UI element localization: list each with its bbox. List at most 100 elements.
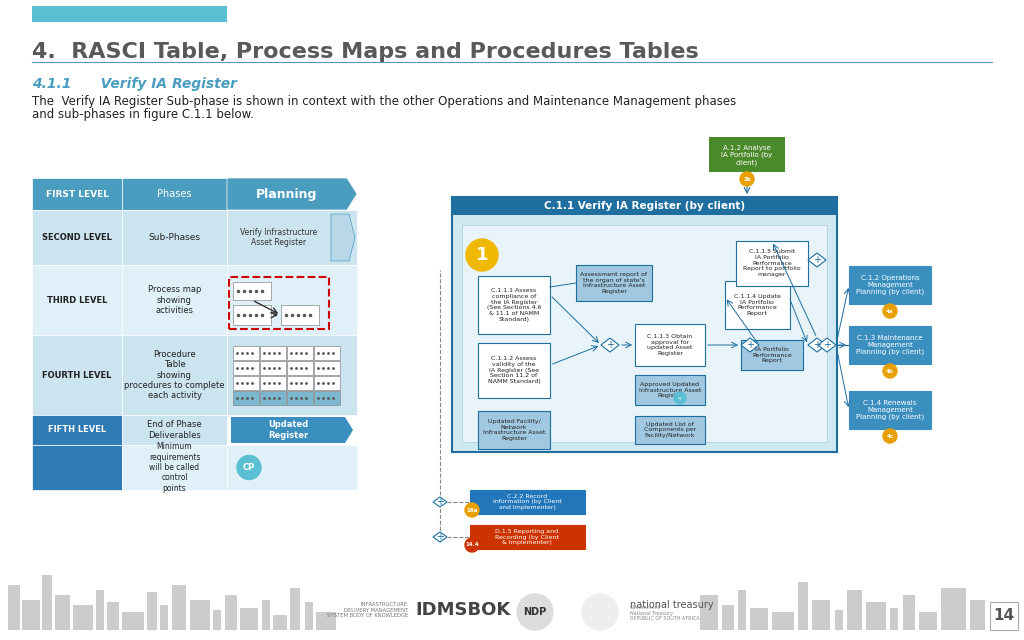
FancyBboxPatch shape [213,610,221,630]
Text: Procedure
Table
showing
procedures to complete
each activity: Procedure Table showing procedures to co… [124,349,224,400]
FancyBboxPatch shape [22,600,40,630]
FancyBboxPatch shape [260,376,286,390]
Text: INFRASTRUCTURE
DELIVERY MANAGEMENT
SYSTEM BODY OF KNOWLEDGE: INFRASTRUCTURE DELIVERY MANAGEMENT SYSTE… [327,602,408,618]
FancyBboxPatch shape [849,326,931,364]
FancyBboxPatch shape [32,178,122,210]
FancyBboxPatch shape [227,210,357,265]
Polygon shape [808,253,826,267]
FancyBboxPatch shape [32,6,227,22]
FancyBboxPatch shape [122,265,227,335]
FancyBboxPatch shape [722,605,734,630]
FancyBboxPatch shape [741,340,803,370]
FancyBboxPatch shape [233,346,259,360]
FancyBboxPatch shape [919,612,937,630]
Circle shape [674,392,686,404]
Text: SECOND LEVEL: SECOND LEVEL [42,233,112,242]
FancyBboxPatch shape [227,445,357,490]
FancyBboxPatch shape [798,582,808,630]
FancyBboxPatch shape [725,281,790,329]
Text: C.2.2 Record
information (by Client
and Implementer): C.2.2 Record information (by Client and … [493,493,561,510]
FancyBboxPatch shape [469,525,585,549]
Text: C.1.1.4 Update
IA Portfolio
Performance
Report: C.1.1.4 Update IA Portfolio Performance … [733,294,780,316]
FancyBboxPatch shape [42,575,52,630]
FancyBboxPatch shape [452,197,837,452]
FancyBboxPatch shape [233,282,271,300]
FancyBboxPatch shape [812,600,830,630]
FancyBboxPatch shape [890,608,898,630]
FancyBboxPatch shape [262,600,270,630]
Text: 4b: 4b [886,369,894,374]
FancyBboxPatch shape [122,335,227,415]
FancyBboxPatch shape [281,305,319,325]
Text: +: + [436,532,444,542]
FancyBboxPatch shape [122,415,227,445]
FancyBboxPatch shape [96,590,104,630]
FancyBboxPatch shape [835,610,843,630]
Circle shape [465,538,479,552]
FancyBboxPatch shape [227,335,357,415]
Text: +: + [813,340,821,350]
FancyBboxPatch shape [462,225,827,442]
Text: +: + [436,497,444,507]
Polygon shape [808,338,826,352]
FancyBboxPatch shape [190,600,210,630]
Text: Assessment report of
the organ of state's
Infrastructure Asset
Register: Assessment report of the organ of state'… [581,272,647,294]
Text: Planning: Planning [256,188,317,200]
Text: A.1.2 Analyse
IA Portfolio (by
client): A.1.2 Analyse IA Portfolio (by client) [721,145,773,166]
FancyBboxPatch shape [847,590,862,630]
Circle shape [883,429,897,443]
Text: C.1.1 Verify IA Register (by client): C.1.1 Verify IA Register (by client) [544,201,745,211]
Polygon shape [741,338,759,352]
Polygon shape [227,178,357,210]
FancyBboxPatch shape [849,266,931,304]
Text: Sub-Phases: Sub-Phases [148,233,201,242]
Text: C.1.1.1 Assess
compliance of
the IA Register
(See Sections 4.6
& 11.1 of NAMM
St: C.1.1.1 Assess compliance of the IA Regi… [486,288,542,322]
Text: 14: 14 [993,609,1015,623]
Text: NDP: NDP [523,607,547,617]
Text: FIFTH LEVEL: FIFTH LEVEL [48,426,106,435]
Polygon shape [433,497,447,507]
Text: FIRST LEVEL: FIRST LEVEL [45,189,109,198]
FancyBboxPatch shape [941,588,966,630]
Text: 4c: 4c [887,433,894,438]
Text: +: + [746,340,754,350]
FancyBboxPatch shape [314,376,340,390]
Text: IDMSBOK: IDMSBOK [415,601,510,619]
FancyBboxPatch shape [287,346,313,360]
Text: 1: 1 [476,246,488,264]
Circle shape [466,239,498,271]
Text: 4.1.1      Verify IA Register: 4.1.1 Verify IA Register [32,77,237,91]
FancyBboxPatch shape [635,416,705,444]
FancyBboxPatch shape [260,361,286,375]
Text: 14.4: 14.4 [465,543,479,547]
FancyBboxPatch shape [970,600,985,630]
Text: +: + [813,255,821,265]
FancyBboxPatch shape [738,590,746,630]
Polygon shape [433,532,447,542]
FancyBboxPatch shape [233,376,259,390]
FancyBboxPatch shape [478,276,550,334]
Text: 2b: 2b [743,177,751,182]
FancyBboxPatch shape [260,391,286,405]
Text: Verify Infrastructure
Asset Register: Verify Infrastructure Asset Register [241,228,317,247]
Text: 4.  RASCI Table, Process Maps and Procedures Tables: 4. RASCI Table, Process Maps and Procedu… [32,42,698,62]
FancyBboxPatch shape [32,335,122,415]
Circle shape [237,456,261,479]
Polygon shape [331,214,355,261]
Circle shape [582,594,618,630]
Circle shape [465,503,479,517]
Text: and sub-phases in figure C.1.1 below.: and sub-phases in figure C.1.1 below. [32,108,254,121]
Text: Updated
Register: Updated Register [268,420,308,440]
FancyBboxPatch shape [314,346,340,360]
FancyBboxPatch shape [233,391,259,405]
Text: IA Portfolio
Performance
Report: IA Portfolio Performance Report [752,347,792,364]
FancyBboxPatch shape [172,585,186,630]
FancyBboxPatch shape [240,608,258,630]
FancyBboxPatch shape [122,445,227,490]
Text: C.1.2 Operations
Management
Planning (by client): C.1.2 Operations Management Planning (by… [856,275,924,295]
FancyBboxPatch shape [750,608,768,630]
FancyBboxPatch shape [32,415,122,445]
Text: C.1.1.2 Assess
validity of the
IA Register (See
Section 11.2 of
NAMM Standard): C.1.1.2 Assess validity of the IA Regist… [487,356,541,384]
Text: Government
National Treasury
REPUBLIC OF SOUTH AFRICA: Government National Treasury REPUBLIC OF… [630,605,699,621]
Circle shape [883,304,897,318]
